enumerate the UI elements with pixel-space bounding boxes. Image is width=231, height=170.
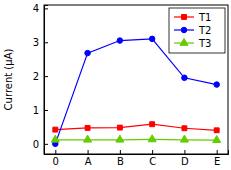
y-axis: 0 1 2 3 4	[33, 3, 48, 154]
y-axis-title: Current (μA)	[3, 49, 14, 111]
y-tick: 3	[33, 37, 48, 48]
x-tick-label: E	[214, 156, 220, 167]
y-axis-line	[45, 6, 49, 155]
series-marker	[51, 135, 59, 142]
plot-frame	[44, 5, 228, 154]
legend-box	[169, 8, 225, 53]
legend-marker	[181, 27, 187, 33]
x-tick-mark	[88, 150, 89, 154]
series-marker	[182, 126, 187, 131]
legend: T1 T2 T3	[169, 8, 225, 53]
x-tick: 0	[53, 150, 59, 167]
x-tick: E	[214, 150, 220, 167]
x-tick: A	[85, 150, 92, 167]
series-marker	[53, 127, 58, 132]
series-marker	[182, 75, 188, 81]
series-marker	[180, 135, 188, 142]
y-tick-mark	[44, 144, 48, 145]
y-tick: 4	[33, 3, 48, 14]
legend-marker	[182, 15, 187, 20]
series-marker	[117, 38, 123, 44]
series-marker	[84, 135, 92, 142]
series-line	[55, 124, 216, 130]
y-tick-label: 3	[33, 37, 39, 48]
x-tick: C	[149, 150, 156, 167]
series-marker	[149, 36, 155, 42]
y-tick-mark	[44, 42, 48, 43]
y-tick-label: 4	[33, 3, 39, 14]
y-tick: 2	[33, 71, 48, 82]
series-marker	[85, 50, 91, 56]
y-tick-mark	[44, 8, 48, 9]
legend-marker	[180, 38, 188, 45]
y-tick: 0	[33, 139, 48, 150]
legend-label: T3	[198, 38, 211, 49]
x-tick-label: A	[85, 156, 92, 167]
x-axis: 0 A B C D E	[45, 150, 229, 167]
y-tick-label: 2	[33, 71, 39, 82]
series-line	[55, 139, 216, 141]
series-marker	[117, 125, 122, 130]
x-tick-label: B	[117, 156, 124, 167]
x-tick-mark	[184, 150, 185, 154]
x-axis-line	[45, 150, 229, 155]
series-line	[55, 39, 216, 144]
y-tick: 1	[33, 105, 48, 116]
y-tick-mark	[44, 76, 48, 77]
x-tick-mark	[55, 150, 56, 154]
series-marker	[214, 128, 219, 133]
x-tick-mark	[217, 150, 218, 154]
series-marker	[150, 122, 155, 127]
y-tick-mark	[44, 110, 48, 111]
legend-label: T2	[198, 25, 211, 36]
x-tick-label: D	[181, 156, 189, 167]
x-tick-mark	[152, 150, 153, 154]
y-tick-label: 1	[33, 105, 39, 116]
x-tick-label: C	[149, 156, 156, 167]
series-marker	[213, 135, 221, 142]
plot: 0 1 2 3 4 0 A B C D E T1 T2 T3	[33, 3, 229, 167]
x-tick: D	[181, 150, 189, 167]
series-marker	[148, 135, 156, 142]
series-marker	[116, 135, 124, 142]
legend-label: T1	[198, 12, 211, 23]
series-marker	[85, 125, 90, 130]
x-tick-label: 0	[53, 156, 59, 167]
series-marker	[214, 82, 220, 88]
x-tick-mark	[120, 150, 121, 154]
y-tick-label: 0	[33, 139, 39, 150]
x-tick: B	[117, 150, 124, 167]
chart: 0 1 2 3 4 0 A B C D E T1 T2 T3 Current (μA)	[0, 0, 231, 170]
